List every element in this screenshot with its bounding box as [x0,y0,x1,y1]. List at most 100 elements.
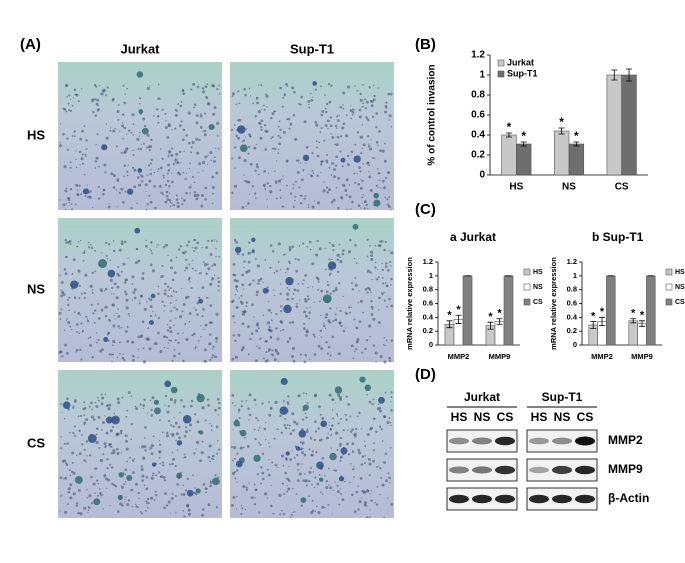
cell-dot [196,301,200,305]
cell-dot [184,269,186,272]
stained-cell [283,304,292,314]
cell-dot [153,499,156,501]
cell-dot [369,271,372,274]
stained-cell [334,386,343,394]
cell-dot [366,489,370,493]
chart-title: a Jurkat [450,230,496,244]
cell-dot [368,474,371,477]
significance-mark: * [591,310,596,322]
y-tick-label: 0.8 [567,285,577,294]
cell-dot [234,167,236,169]
cell-dot [121,113,125,116]
cell-dot [244,508,247,511]
cell-dot [270,337,273,339]
cell-dot [172,162,175,166]
cell-dot [187,240,191,244]
cell-dot [166,431,169,435]
cell-dot [303,322,306,325]
y-tick-label: 0.8 [423,285,433,294]
cell-dot [62,203,66,207]
cell-dot [95,144,97,146]
cell-dot [122,138,125,140]
cell-dot [311,96,313,99]
cell-dot [58,350,62,354]
cell-dot [263,357,265,360]
cell-dot [260,109,263,111]
cell-dot [125,298,129,302]
cell-dot [112,339,116,343]
cell-dot [357,448,361,452]
cell-dot [198,162,202,166]
cell-dot [283,400,285,403]
cell-dot [199,324,202,327]
cell-dot [67,109,70,112]
cell-dot [367,207,369,210]
cell-dot [291,354,294,358]
cell-dot [236,452,239,455]
cell-dot [347,250,352,254]
cell-dot [77,193,80,196]
cell-dot [366,432,370,436]
cell-dot [124,93,126,95]
cell-dot [301,443,304,445]
cell-dot [245,488,248,492]
column-header: Jurkat [120,41,160,56]
cell-dot [175,511,177,514]
cell-dot [336,449,339,451]
cell-dot [79,137,83,141]
cell-dot [292,511,294,514]
cell-dot [320,127,323,130]
cell-dot [389,447,392,449]
cell-dot [124,434,128,438]
cell-dot [358,290,360,292]
cell-dot [165,504,169,507]
bar [501,134,517,176]
x-tick-label: MMP2 [591,352,613,361]
cell-dot [144,183,148,187]
cell-dot [234,293,237,296]
cell-dot [217,414,220,416]
cell-dot [88,405,91,408]
cell-dot [68,94,71,97]
cell-dot [311,169,314,172]
cell-dot [185,172,188,174]
cell-dot [88,494,92,498]
cell-dot [291,86,295,90]
cell-dot [67,303,70,307]
cell-dot [314,510,317,512]
cell-dot [279,196,282,199]
cell-dot [188,423,193,427]
cell-dot [374,261,377,264]
cell-dot [310,511,314,515]
cell-dot [385,262,388,265]
cell-dot [283,424,287,427]
cell-dot [196,85,200,89]
significance-mark: * [497,308,502,320]
cell-dot [268,458,270,461]
cell-dot [107,407,111,411]
cell-dot [286,85,289,87]
cell-dot [342,429,345,432]
cell-dot [278,120,281,123]
cell-dot [332,398,335,401]
cell-dot [85,155,87,157]
cell-dot [264,439,267,441]
cell-dot [365,203,368,207]
cell-dot [320,113,324,117]
cell-dot [106,403,109,407]
cell-dot [205,491,208,494]
cell-dot [70,328,73,331]
cell-dot [109,127,112,129]
cell-dot [145,190,147,193]
cell-dot [291,346,296,350]
cell-dot [208,342,212,346]
significance-mark: * [600,306,605,318]
cell-dot [339,436,342,440]
cell-dot [138,183,142,187]
cell-dot [334,124,338,128]
cell-dot [69,483,73,487]
cell-dot [327,345,331,349]
cell-dot [292,187,294,190]
cell-dot [152,114,155,117]
legend-swatch [523,298,531,306]
